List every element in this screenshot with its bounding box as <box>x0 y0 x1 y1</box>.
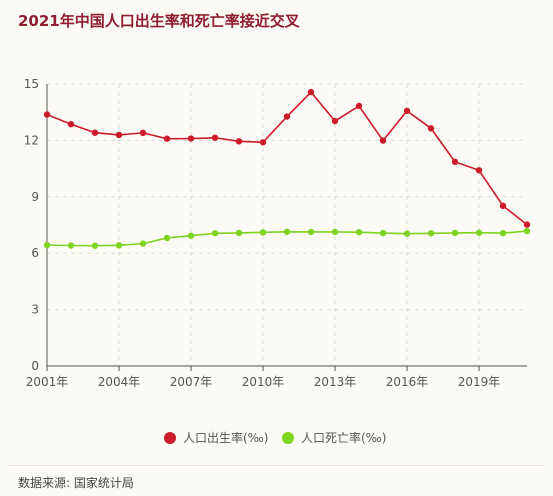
data-point <box>523 221 531 228</box>
data-point <box>379 137 387 144</box>
data-point <box>187 232 195 239</box>
axes <box>46 84 527 367</box>
legend-marker <box>282 432 294 444</box>
data-point <box>163 234 171 242</box>
data-point <box>259 139 267 146</box>
data-point <box>139 129 147 137</box>
x-tick-label: 2010年 <box>242 375 285 389</box>
series-group <box>43 88 531 249</box>
legend-label: 人口死亡率(‰) <box>301 430 386 445</box>
data-point <box>499 202 507 210</box>
data-point <box>67 242 75 249</box>
y-tick-label: 3 <box>31 303 39 317</box>
data-point <box>451 158 459 166</box>
data-point <box>91 242 99 249</box>
data-point <box>91 129 99 136</box>
legend[interactable]: 人口出生率(‰) 人口死亡率(‰) <box>164 430 386 445</box>
data-point <box>403 230 411 237</box>
data-point <box>211 230 219 237</box>
x-tick-label: 2001年 <box>26 375 69 389</box>
data-point <box>355 228 363 236</box>
legend-label: 人口出生率(‰) <box>183 430 268 445</box>
data-point <box>211 134 219 141</box>
data-point <box>355 102 363 110</box>
data-point <box>67 121 75 128</box>
data-point <box>523 227 531 235</box>
data-point <box>283 228 291 235</box>
data-point <box>331 228 339 236</box>
y-tick-label: 12 <box>24 133 39 147</box>
y-tick-label: 15 <box>24 77 39 91</box>
legend-marker <box>164 432 176 444</box>
y-tick-label: 9 <box>31 190 39 204</box>
data-point <box>475 167 483 174</box>
data-point <box>403 107 411 115</box>
data-point <box>139 240 147 247</box>
x-tick-label: 2019年 <box>458 375 501 389</box>
data-point <box>451 229 459 237</box>
y-axis-ticks: 0 3 6 9 12 15 <box>24 77 39 373</box>
data-point <box>43 241 51 249</box>
data-point <box>235 229 243 237</box>
data-point <box>115 242 123 249</box>
data-point <box>427 125 435 132</box>
data-point <box>259 229 267 236</box>
x-tick-label: 2004年 <box>98 375 141 389</box>
x-axis-ticks: 2001年 2004年 2007年 2010年 2013年 2016年 2019年 <box>26 366 501 389</box>
data-source-note: 数据来源: 国家统计局 <box>18 476 134 490</box>
data-point <box>235 138 243 145</box>
y-tick-label: 0 <box>31 359 39 373</box>
x-tick-label: 2016年 <box>386 375 429 389</box>
data-point <box>499 229 507 237</box>
data-point <box>475 229 483 236</box>
data-point <box>307 228 315 236</box>
data-point <box>379 229 387 237</box>
footer-divider <box>8 465 545 466</box>
data-point <box>43 111 51 118</box>
data-point <box>307 88 315 96</box>
x-tick-label: 2013年 <box>314 375 357 389</box>
chart-title: 2021年中国人口出生率和死亡率接近交叉 <box>18 12 300 30</box>
legend-item-1[interactable]: 人口出生率(‰) <box>164 430 268 445</box>
data-point <box>115 131 123 139</box>
data-point <box>427 230 435 237</box>
data-point <box>283 113 291 120</box>
data-point <box>163 135 171 142</box>
data-point <box>331 117 339 125</box>
legend-item-2[interactable]: 人口死亡率(‰) <box>282 430 386 445</box>
y-tick-label: 6 <box>31 246 39 260</box>
x-tick-label: 2007年 <box>170 375 213 389</box>
grid-lines <box>47 83 527 366</box>
data-point <box>187 135 195 142</box>
